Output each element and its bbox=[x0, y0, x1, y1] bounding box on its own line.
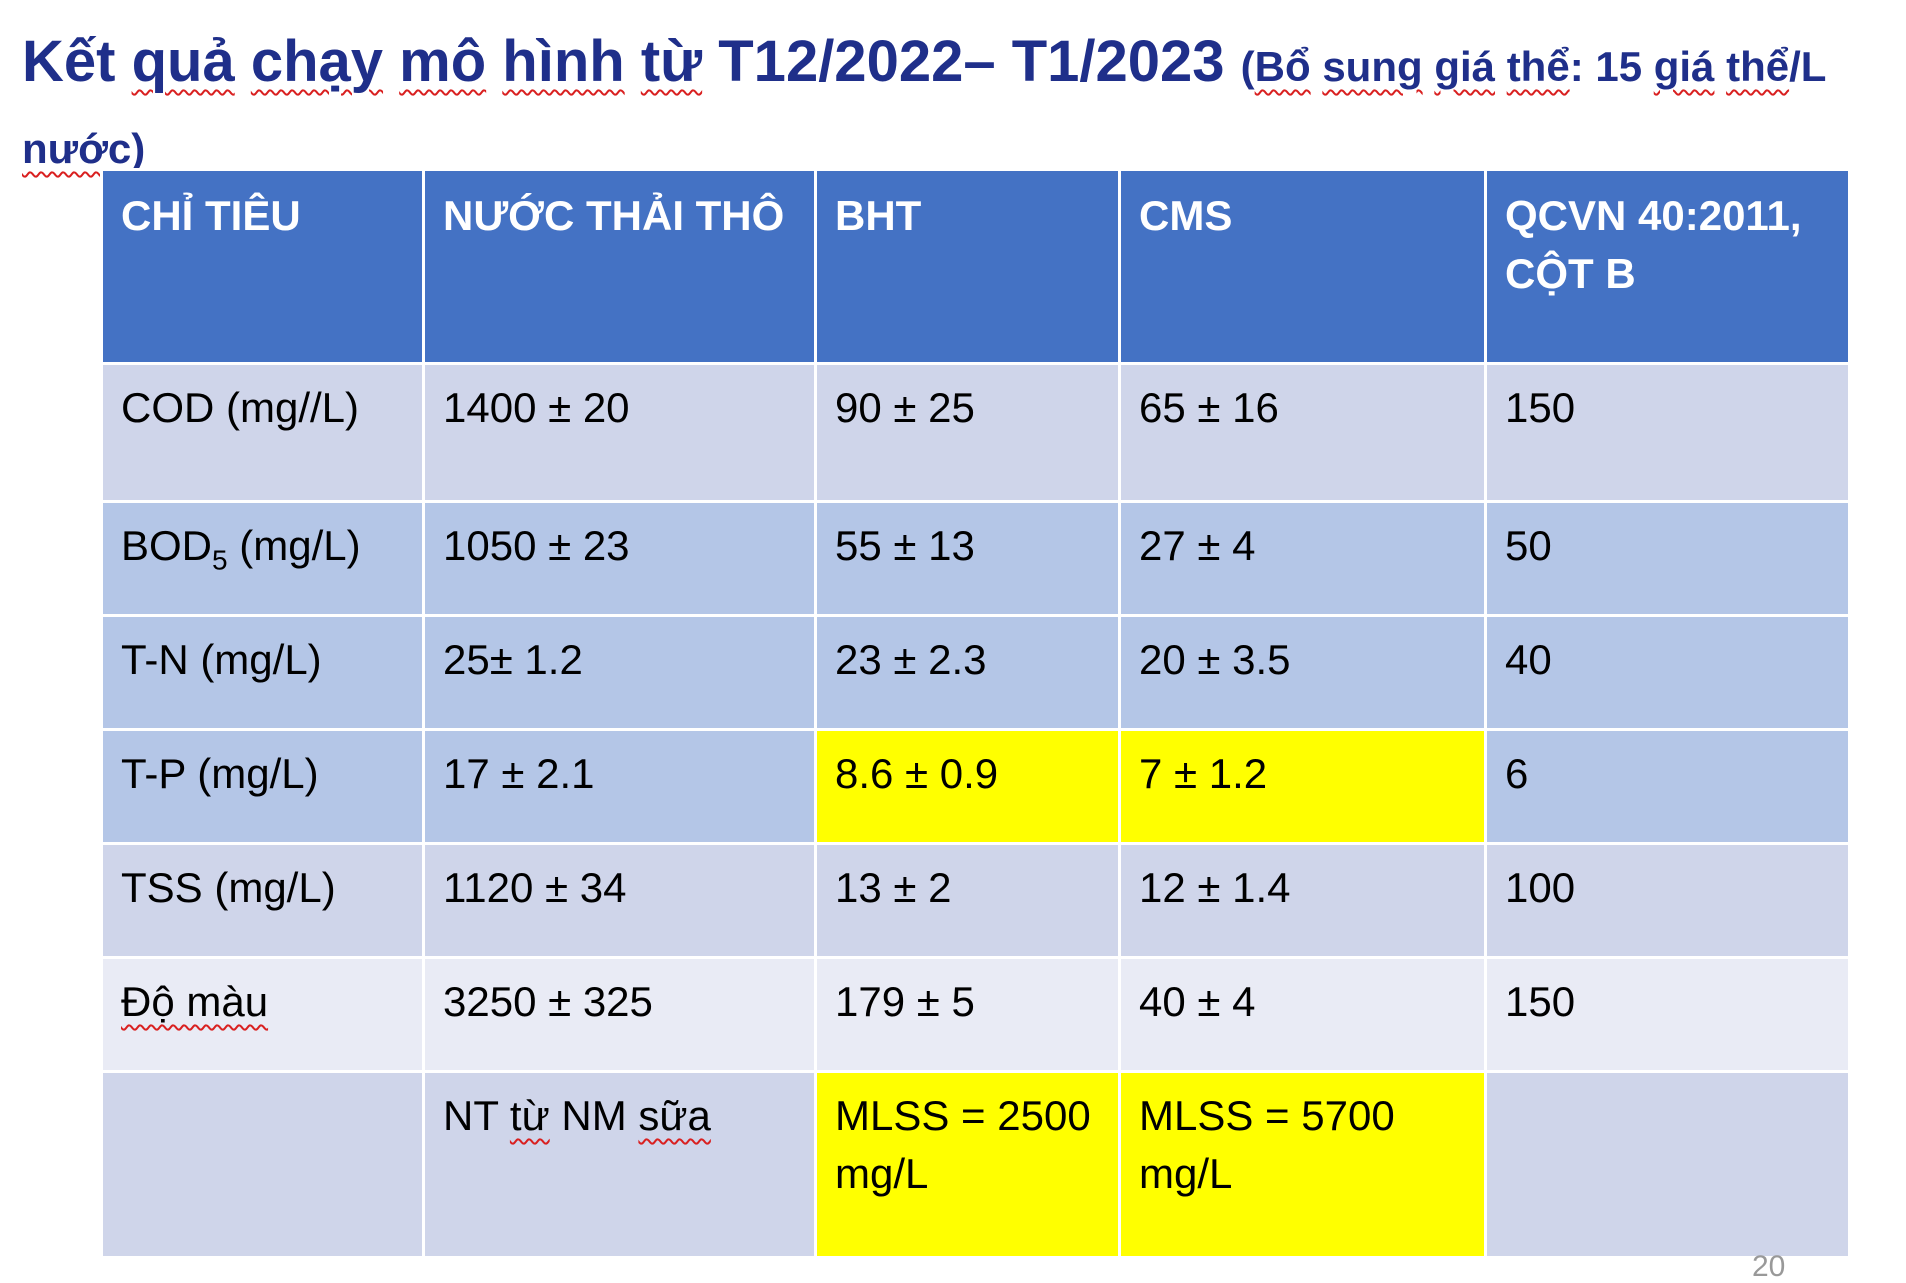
cell-bht: 23 ± 2.3 bbox=[814, 614, 1121, 731]
cell-bht-mlss: MLSS = 2500 mg/L bbox=[814, 1070, 1121, 1259]
cell-qcvn: 150 bbox=[1484, 956, 1851, 1073]
cell-raw: 3250 ± 325 bbox=[422, 956, 817, 1073]
cell-qcvn: 40 bbox=[1484, 614, 1851, 731]
cell-qcvn: 100 bbox=[1484, 842, 1851, 959]
title-main: Kết quả chạy mô hình từ T12/2022– T1/202… bbox=[22, 29, 1241, 94]
header-chi-tieu: CHỈ TIÊU bbox=[100, 168, 425, 365]
header-nuoc-thai-tho: NƯỚC THẢI THÔ bbox=[422, 168, 817, 365]
cell-param: Độ màu bbox=[100, 956, 425, 1073]
cell-raw: 1120 ± 34 bbox=[422, 842, 817, 959]
cell-qcvn bbox=[1484, 1070, 1851, 1259]
page-number: 20 bbox=[1752, 1250, 1786, 1283]
header-cms: CMS bbox=[1118, 168, 1487, 365]
table-row-bod: BOD5 (mg/L) 1050 ± 23 55 ± 13 27 ± 4 50 bbox=[100, 500, 1851, 617]
cell-cms: 40 ± 4 bbox=[1118, 956, 1487, 1073]
cell-raw: 25± 1.2 bbox=[422, 614, 817, 731]
cell-cms-mlss: MLSS = 5700 mg/L bbox=[1118, 1070, 1487, 1259]
table-row-tss: TSS (mg/L) 1120 ± 34 13 ± 2 12 ± 1.4 100 bbox=[100, 842, 1851, 959]
cell-bht-highlighted: 8.6 ± 0.9 bbox=[814, 728, 1121, 845]
header-qcvn: QCVN 40:2011, CỘT B bbox=[1484, 168, 1851, 365]
cell-param: T-N (mg/L) bbox=[100, 614, 425, 731]
cell-cms: 20 ± 3.5 bbox=[1118, 614, 1487, 731]
cell-raw: 1400 ± 20 bbox=[422, 362, 817, 503]
cell-param bbox=[100, 1070, 425, 1259]
table-row-tn: T-N (mg/L) 25± 1.2 23 ± 2.3 20 ± 3.5 40 bbox=[100, 614, 1851, 731]
cell-param: BOD5 (mg/L) bbox=[100, 500, 425, 617]
cell-qcvn: 6 bbox=[1484, 728, 1851, 845]
cell-cms: 12 ± 1.4 bbox=[1118, 842, 1487, 959]
cell-cms: 65 ± 16 bbox=[1118, 362, 1487, 503]
header-bht: BHT bbox=[814, 168, 1121, 365]
cell-qcvn: 150 bbox=[1484, 362, 1851, 503]
cell-bht: 90 ± 25 bbox=[814, 362, 1121, 503]
table-row-notes: NT từ NM sữa MLSS = 2500 mg/L MLSS = 570… bbox=[100, 1070, 1851, 1259]
cell-raw: 17 ± 2.1 bbox=[422, 728, 817, 845]
table-row-tp: T-P (mg/L) 17 ± 2.1 8.6 ± 0.9 7 ± 1.2 6 bbox=[100, 728, 1851, 845]
table-header-row: CHỈ TIÊU NƯỚC THẢI THÔ BHT CMS QCVN 40:2… bbox=[100, 168, 1851, 365]
cell-qcvn: 50 bbox=[1484, 500, 1851, 617]
table-row-color: Độ màu 3250 ± 325 179 ± 5 40 ± 4 150 bbox=[100, 956, 1851, 1073]
slide-title: Kết quả chạy mô hình từ T12/2022– T1/202… bbox=[22, 26, 1882, 195]
subscript-5: 5 bbox=[212, 544, 228, 576]
cell-param: COD (mg//L) bbox=[100, 362, 425, 503]
table-row-cod: COD (mg//L) 1400 ± 20 90 ± 25 65 ± 16 15… bbox=[100, 362, 1851, 503]
title-subtitle: (Bổ sung giá thể: 15 giá thể/L nước) bbox=[22, 43, 1826, 172]
cell-cms: 27 ± 4 bbox=[1118, 500, 1487, 617]
cell-cms-highlighted: 7 ± 1.2 bbox=[1118, 728, 1487, 845]
cell-raw: 1050 ± 23 bbox=[422, 500, 817, 617]
cell-param: T-P (mg/L) bbox=[100, 728, 425, 845]
results-table: CHỈ TIÊU NƯỚC THẢI THÔ BHT CMS QCVN 40:2… bbox=[100, 168, 1851, 1259]
cell-param: TSS (mg/L) bbox=[100, 842, 425, 959]
cell-bht: 55 ± 13 bbox=[814, 500, 1121, 617]
cell-bht: 13 ± 2 bbox=[814, 842, 1121, 959]
cell-raw-note: NT từ NM sữa bbox=[422, 1070, 817, 1259]
cell-bht: 179 ± 5 bbox=[814, 956, 1121, 1073]
